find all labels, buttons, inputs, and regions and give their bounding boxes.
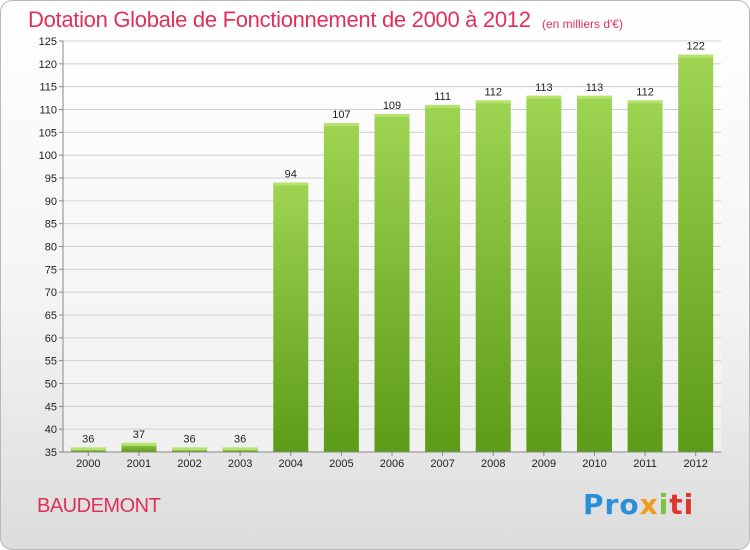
x-tick-label: 2007	[430, 458, 454, 470]
y-tick-label: 120	[39, 59, 57, 71]
bar	[323, 123, 359, 452]
y-tick-label: 35	[45, 447, 57, 459]
y-tick-label: 75	[45, 264, 57, 276]
bar	[678, 54, 714, 452]
y-tick-label: 105	[39, 127, 57, 139]
bar-highlight	[526, 95, 562, 99]
x-tick-label: 2005	[329, 458, 353, 470]
value-label: 36	[234, 433, 246, 445]
value-label: 111	[434, 91, 451, 103]
y-tick-label: 115	[39, 82, 57, 94]
y-tick-label: 90	[45, 196, 57, 208]
bar-highlight	[627, 100, 663, 104]
commune-name: BAUDEMONT	[37, 495, 161, 517]
logo-part-1: Pro	[583, 488, 640, 521]
bar	[576, 95, 612, 453]
value-label: 122	[687, 41, 705, 53]
y-tick-label: 70	[45, 287, 57, 299]
bar	[121, 442, 157, 452]
bar-highlight	[323, 123, 359, 127]
y-tick-label: 45	[45, 401, 57, 413]
bar-highlight	[374, 114, 410, 118]
bar	[475, 100, 511, 452]
x-tick-label: 2004	[279, 458, 303, 470]
value-label: 109	[383, 100, 401, 112]
value-label: 107	[332, 109, 350, 121]
value-label: 36	[183, 433, 195, 445]
bar	[425, 104, 461, 452]
chart-subtitle: (en milliers d'€)	[542, 17, 623, 31]
y-tick-label: 60	[45, 333, 57, 345]
y-tick-label: 110	[39, 105, 57, 117]
bar-highlight	[576, 95, 612, 99]
x-tick-label: 2002	[177, 458, 201, 470]
y-tick-label: 125	[39, 36, 57, 48]
value-label: 113	[586, 82, 604, 94]
y-tick-label: 80	[45, 242, 57, 254]
value-label: 94	[285, 169, 297, 181]
bar	[374, 114, 410, 453]
x-tick-label: 2003	[228, 458, 252, 470]
bar-highlight	[273, 182, 309, 186]
value-label: 112	[484, 86, 502, 98]
x-tick-label: 2011	[633, 458, 657, 470]
x-tick-label: 2009	[532, 458, 556, 470]
value-label: 37	[133, 429, 145, 441]
y-tick-label: 65	[45, 310, 57, 322]
bar-highlight	[475, 100, 511, 104]
x-tick-label: 2001	[127, 458, 151, 470]
value-label: 36	[82, 433, 94, 445]
y-tick-label: 50	[45, 379, 57, 391]
y-tick-label: 85	[45, 219, 57, 231]
y-tick-label: 40	[45, 424, 57, 436]
logo-part-3: i	[658, 488, 670, 521]
proxiti-logo: Proxiti	[583, 488, 694, 521]
y-tick-label: 55	[45, 356, 57, 368]
bar-highlight	[70, 447, 106, 451]
logo-part-4: ti	[669, 488, 695, 521]
bar-highlight	[222, 447, 258, 451]
x-tick-label: 2008	[481, 458, 505, 470]
bar-highlight	[425, 104, 461, 108]
bar	[627, 100, 663, 452]
chart-title: Dotation Globale de Fonctionnement de 20…	[28, 7, 531, 32]
value-label: 112	[636, 86, 654, 98]
bar-highlight	[121, 442, 157, 446]
x-tick-label: 2006	[380, 458, 404, 470]
x-tick-label: 2000	[76, 458, 100, 470]
y-tick-label: 100	[39, 150, 57, 162]
logo-part-2: x	[639, 488, 659, 521]
bar-highlight	[172, 447, 208, 451]
bar	[526, 95, 562, 453]
y-tick-label: 95	[45, 173, 57, 185]
value-label: 113	[535, 82, 553, 94]
x-tick-label: 2010	[582, 458, 606, 470]
bar	[273, 182, 309, 453]
bar-highlight	[678, 54, 714, 58]
x-tick-label: 2012	[683, 458, 707, 470]
